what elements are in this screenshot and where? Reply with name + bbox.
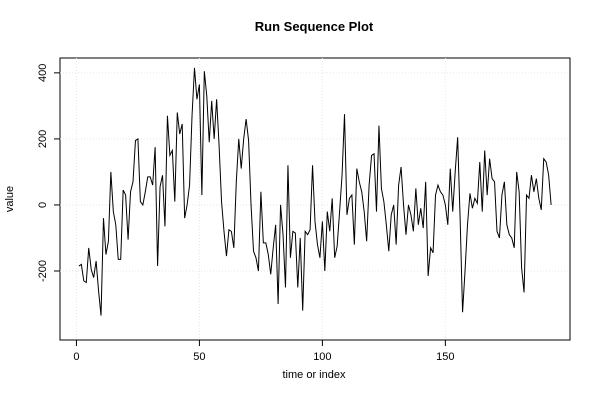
y-tick-label: 400 (37, 64, 49, 82)
y-tick-label: -200 (37, 260, 49, 282)
x-tick-label: 150 (436, 351, 454, 363)
chart-title: Run Sequence Plot (255, 19, 374, 34)
x-axis-label: time or index (283, 369, 346, 381)
x-tick-label: 50 (193, 351, 205, 363)
data-line (78, 67, 552, 316)
y-axis-label: value (4, 186, 16, 212)
x-tick-label: 0 (73, 351, 79, 363)
y-tick-label: 0 (37, 202, 49, 208)
y-tick-label: 200 (37, 130, 49, 148)
plot-frame (59, 57, 571, 341)
x-tick-label: 100 (313, 351, 331, 363)
